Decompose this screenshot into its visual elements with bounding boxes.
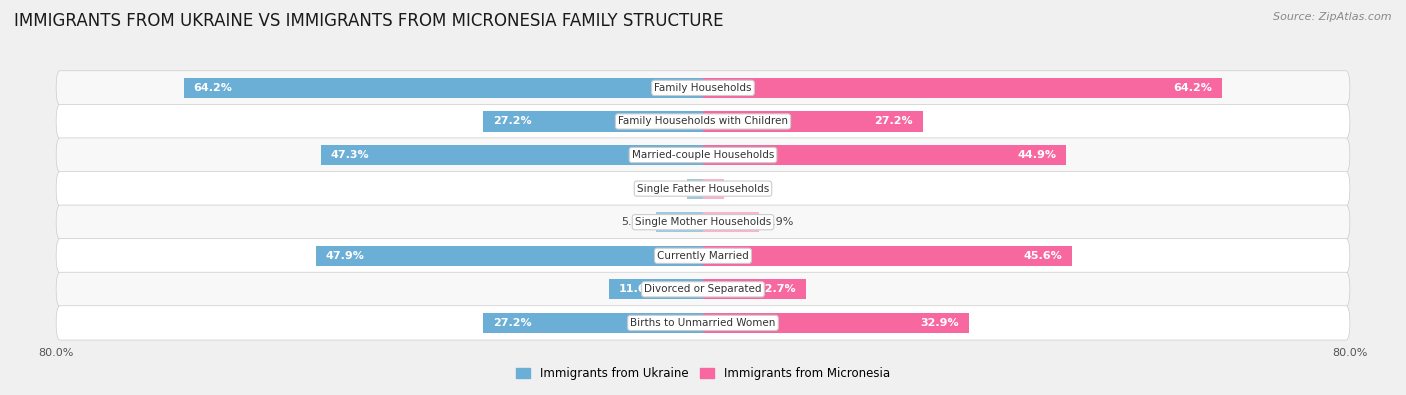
- Bar: [184, 78, 703, 98]
- Bar: [484, 111, 703, 132]
- Text: 64.2%: 64.2%: [194, 83, 232, 93]
- Text: 32.9%: 32.9%: [921, 318, 959, 328]
- Text: 45.6%: 45.6%: [1024, 251, 1062, 261]
- Text: 2.0%: 2.0%: [652, 184, 681, 194]
- Bar: [484, 313, 703, 333]
- FancyBboxPatch shape: [56, 239, 1350, 273]
- Text: Births to Unmarried Women: Births to Unmarried Women: [630, 318, 776, 328]
- FancyBboxPatch shape: [56, 306, 1350, 340]
- Text: 47.3%: 47.3%: [330, 150, 368, 160]
- Bar: [703, 179, 724, 199]
- Text: Single Father Households: Single Father Households: [637, 184, 769, 194]
- Bar: [688, 179, 703, 199]
- Bar: [703, 313, 969, 333]
- Text: 6.9%: 6.9%: [765, 217, 793, 227]
- Text: Married-couple Households: Married-couple Households: [631, 150, 775, 160]
- Bar: [703, 78, 1222, 98]
- Text: 47.9%: 47.9%: [325, 251, 364, 261]
- Text: Single Mother Households: Single Mother Households: [636, 217, 770, 227]
- Legend: Immigrants from Ukraine, Immigrants from Micronesia: Immigrants from Ukraine, Immigrants from…: [512, 363, 894, 385]
- Text: 5.8%: 5.8%: [621, 217, 650, 227]
- Text: Source: ZipAtlas.com: Source: ZipAtlas.com: [1274, 12, 1392, 22]
- Text: Family Households with Children: Family Households with Children: [619, 117, 787, 126]
- FancyBboxPatch shape: [56, 71, 1350, 105]
- FancyBboxPatch shape: [56, 171, 1350, 206]
- Bar: [321, 145, 703, 165]
- Text: 12.7%: 12.7%: [758, 284, 796, 294]
- Bar: [703, 212, 759, 232]
- Bar: [657, 212, 703, 232]
- FancyBboxPatch shape: [56, 104, 1350, 139]
- Bar: [703, 279, 806, 299]
- Text: Currently Married: Currently Married: [657, 251, 749, 261]
- Text: 2.6%: 2.6%: [731, 184, 759, 194]
- Text: 27.2%: 27.2%: [494, 117, 531, 126]
- Bar: [316, 246, 703, 266]
- Text: 27.2%: 27.2%: [494, 318, 531, 328]
- FancyBboxPatch shape: [56, 138, 1350, 172]
- Text: Family Households: Family Households: [654, 83, 752, 93]
- Text: 64.2%: 64.2%: [1174, 83, 1212, 93]
- Bar: [703, 145, 1066, 165]
- Text: 80.0%: 80.0%: [38, 348, 75, 357]
- FancyBboxPatch shape: [56, 205, 1350, 239]
- Text: Divorced or Separated: Divorced or Separated: [644, 284, 762, 294]
- Text: 80.0%: 80.0%: [1331, 348, 1368, 357]
- Text: IMMIGRANTS FROM UKRAINE VS IMMIGRANTS FROM MICRONESIA FAMILY STRUCTURE: IMMIGRANTS FROM UKRAINE VS IMMIGRANTS FR…: [14, 12, 724, 30]
- FancyBboxPatch shape: [56, 272, 1350, 307]
- Bar: [703, 111, 922, 132]
- Text: 44.9%: 44.9%: [1018, 150, 1056, 160]
- Text: 11.6%: 11.6%: [619, 284, 658, 294]
- Bar: [703, 246, 1071, 266]
- Bar: [609, 279, 703, 299]
- Text: 27.2%: 27.2%: [875, 117, 914, 126]
